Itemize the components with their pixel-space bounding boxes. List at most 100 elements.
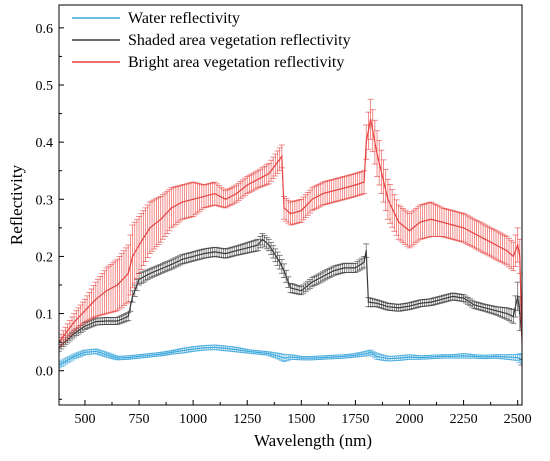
data-point: [462, 297, 465, 299]
data-point: [192, 255, 194, 258]
data-point: [473, 232, 476, 235]
data-point: [343, 267, 346, 269]
data-point: [398, 307, 400, 309]
data-point: [398, 221, 400, 223]
data-point: [367, 301, 369, 303]
y-tick-label: 0.2: [36, 250, 54, 265]
data-point: [354, 267, 357, 269]
data-point: [127, 315, 129, 318]
data-point: [235, 348, 238, 351]
data-point: [408, 356, 411, 358]
data-point: [517, 295, 519, 298]
data-point: [214, 192, 216, 195]
data-point: [322, 275, 324, 278]
data-point: [519, 312, 521, 315]
data-point: [376, 152, 378, 155]
data-point: [95, 298, 97, 300]
data-point: [462, 355, 465, 357]
x-axis-label: Wavelength (nm): [254, 431, 372, 450]
data-point: [281, 155, 283, 158]
data-point: [495, 310, 497, 312]
data-point: [430, 356, 432, 358]
data-point: [95, 350, 97, 352]
data-point: [322, 192, 324, 195]
data-point: [495, 244, 497, 246]
series-line: [59, 238, 522, 349]
data-point: [105, 354, 108, 356]
data-point: [170, 263, 173, 266]
data-point: [279, 158, 281, 160]
data-point: [333, 270, 335, 272]
data-point: [283, 207, 285, 209]
x-tick-label: 2500: [504, 412, 532, 427]
x-tick-label: 2000: [395, 412, 423, 427]
data-point: [84, 325, 86, 327]
x-tick-label: 2250: [450, 412, 478, 427]
data-point: [246, 184, 248, 186]
data-point: [62, 342, 64, 344]
data-point: [300, 357, 302, 359]
x-tick-label: 750: [129, 412, 150, 427]
data-point: [235, 192, 238, 195]
data-point: [441, 355, 443, 358]
x-tick-label: 1750: [341, 412, 369, 427]
data-point: [73, 321, 75, 323]
x-tick-label: 1250: [233, 412, 261, 427]
data-point: [62, 335, 64, 338]
data-point: [354, 354, 357, 356]
data-point: [257, 178, 259, 180]
data-point: [289, 287, 292, 289]
data-point: [311, 281, 313, 283]
data-point: [430, 301, 432, 303]
data-point: [452, 355, 454, 358]
data-point: [408, 305, 411, 307]
legend-label-3: Bright area vegetation reflectivity: [128, 54, 344, 71]
axes-layer: 500 750 1000 1250 1500 1750 2000 2250 2500 0.0 0.1…: [36, 4, 532, 427]
data-point: [73, 355, 75, 358]
data-point: [452, 295, 454, 298]
data-point: [517, 244, 519, 246]
y-tick-label: 0.0: [36, 365, 54, 380]
data-point: [149, 354, 151, 356]
y-tick-label: 0.5: [36, 79, 54, 94]
data-point: [203, 347, 205, 349]
data-point: [246, 247, 248, 249]
data-point: [495, 355, 497, 358]
data-point: [365, 250, 367, 252]
data-point: [214, 251, 216, 253]
data-point: [257, 244, 259, 246]
data-point: [181, 350, 183, 352]
data-point: [363, 261, 365, 263]
data-point: [408, 230, 411, 232]
data-point: [116, 284, 119, 286]
data-point: [261, 238, 263, 240]
data-point: [170, 207, 173, 209]
data-point: [289, 356, 292, 358]
data-point: [441, 221, 443, 223]
data-point: [149, 227, 151, 229]
data-point: [363, 181, 365, 183]
data-point: [473, 355, 476, 358]
series-line: [59, 346, 522, 366]
data-point: [484, 356, 486, 358]
data-point: [116, 320, 119, 322]
data-point: [398, 357, 400, 359]
legend: Water reflectivity Shaded area vegetation…: [72, 10, 351, 71]
data-point: [300, 210, 302, 212]
data-point: [365, 352, 367, 355]
data-point: [484, 238, 486, 240]
data-point: [149, 272, 151, 275]
data-point: [322, 356, 324, 359]
data-point: [419, 221, 421, 223]
data-point: [268, 244, 270, 246]
data-point: [343, 355, 346, 358]
data-point: [473, 304, 476, 306]
plot-area: [59, 98, 522, 369]
legend-label-1: Water reflectivity: [128, 10, 240, 27]
data-point: [506, 312, 508, 315]
data-point: [369, 118, 372, 120]
data-point: [138, 278, 140, 280]
data-point: [203, 252, 205, 255]
